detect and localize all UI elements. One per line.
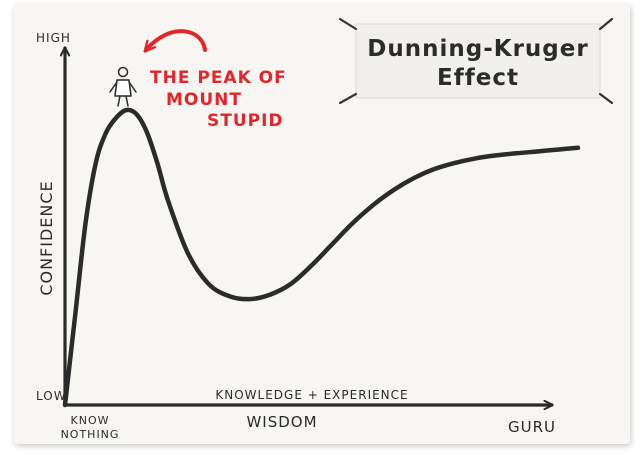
y-axis-label: Confidence [37, 180, 56, 295]
annotation-line-3: Stupid [207, 111, 284, 131]
title-box-corner-br [598, 92, 614, 105]
x-axis-label: Knowledge + Experience [215, 388, 408, 402]
title-box-corner-bl [338, 92, 358, 105]
y-tick-low: Low [36, 389, 67, 403]
x-tick-start-line-2: Nothing [61, 428, 120, 441]
y-tick-high: High [36, 31, 71, 45]
x-tick-start-line-1: Know [71, 414, 110, 427]
annotation-line-2: Mount [166, 90, 242, 110]
stick-figure-icon [109, 66, 137, 107]
x-tick-end: Guru [508, 418, 556, 436]
x-axis-sublabel: Wisdom [246, 413, 317, 431]
annotation-arrow [146, 29, 207, 50]
chart-title-line-2: Effect [437, 65, 519, 91]
title-box-corner-tl [338, 17, 358, 31]
title-box-frame [355, 23, 601, 99]
title-box-corner-tr [598, 17, 614, 31]
chart-title-line-1: Dunning-Kruger [367, 36, 588, 62]
peak-annotation: The Peak of Mount Stupid [146, 29, 287, 131]
title-box: Dunning-Kruger Effect [338, 17, 614, 105]
confidence-curve [62, 107, 581, 408]
annotation-line-1: The Peak of [150, 68, 287, 88]
